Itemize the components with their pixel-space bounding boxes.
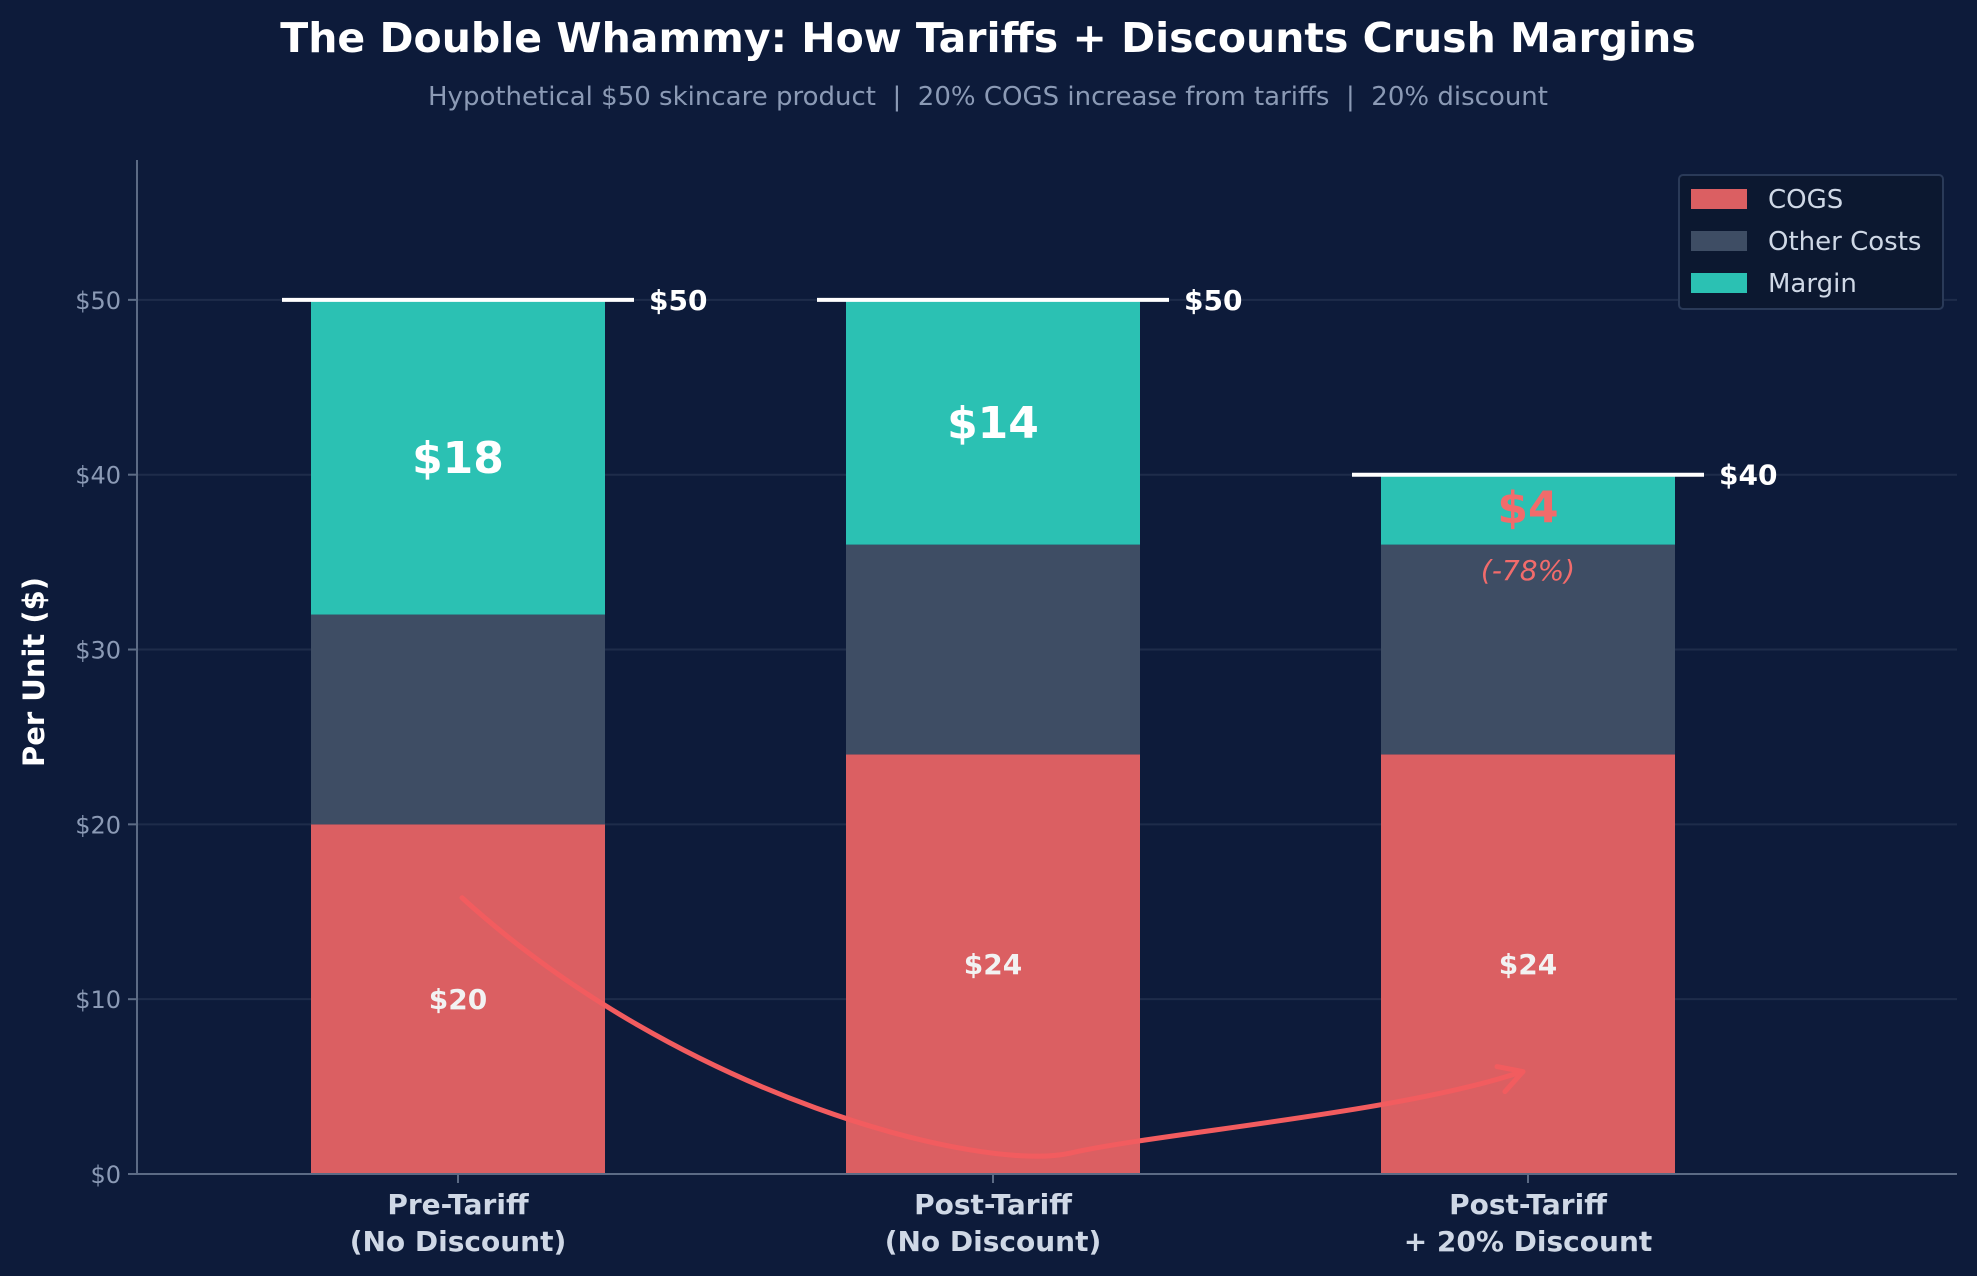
cogs-value-label: $24 (1499, 948, 1557, 981)
bar-other-costs (1381, 544, 1675, 755)
trend-arrow (459, 895, 1526, 1159)
margin-change-annotation: (-78%) (1481, 554, 1575, 587)
labels: $50 $20 $18 $50 $24 $14 $40 $24 $4 (-78%) (282, 284, 1777, 1016)
bar-other-costs (846, 544, 1140, 755)
x-tick-label: Pre-Tariff (387, 1188, 529, 1221)
total-price-label: $50 (1184, 284, 1242, 317)
margin-value-label: $14 (947, 398, 1039, 449)
chart-subtitle: Hypothetical $50 skincare product | 20% … (428, 82, 1548, 112)
arrow-head (1494, 1064, 1526, 1095)
x-tick-label: Post-Tariff (914, 1188, 1072, 1221)
legend-label: COGS (1768, 185, 1843, 215)
x-tick-label: + 20% Discount (1404, 1225, 1653, 1258)
total-price-label: $40 (1719, 459, 1777, 492)
bar-other-costs (311, 614, 605, 825)
arrow-curve (459, 895, 1522, 1159)
chart-title: The Double Whammy: How Tariffs + Discoun… (280, 14, 1695, 62)
bar-cogs (846, 754, 1140, 1174)
legend-label: Other Costs (1768, 227, 1921, 257)
legend: COGS Other Costs Margin (1678, 174, 1944, 310)
y-tick-label: $50 (75, 287, 121, 315)
y-tick-label: $40 (75, 462, 121, 490)
legend-swatch (1691, 189, 1747, 209)
y-tick-label: $10 (75, 986, 121, 1014)
bar-margin (1381, 474, 1675, 545)
y-tick-label: $30 (75, 637, 121, 665)
bars (311, 299, 1675, 1174)
legend-label: Margin (1768, 269, 1857, 299)
legend-swatch (1691, 231, 1747, 251)
axes: $0 $10 $20 $30 $40 $50 Pre-Tariff (No Discount)… (75, 160, 1957, 1258)
cogs-value-label: $20 (429, 983, 487, 1016)
x-tick-label: (No Discount) (885, 1225, 1102, 1258)
y-tick-label: $20 (75, 811, 121, 839)
bar-margin (311, 299, 605, 615)
x-tick-label: Post-Tariff (1449, 1188, 1607, 1221)
total-price-label: $50 (649, 284, 707, 317)
bar-cogs (311, 824, 605, 1174)
x-tick-label: (No Discount) (350, 1225, 567, 1258)
cogs-value-label: $24 (964, 948, 1022, 981)
y-tick-label: $0 (90, 1161, 121, 1189)
margin-value-label: $4 (1497, 483, 1558, 534)
bar-margin (846, 299, 1140, 545)
margin-value-label: $18 (412, 433, 504, 484)
legend-swatch (1691, 273, 1747, 293)
y-axis-label: Per Unit ($) (17, 577, 51, 767)
bar-cogs (1381, 754, 1675, 1174)
